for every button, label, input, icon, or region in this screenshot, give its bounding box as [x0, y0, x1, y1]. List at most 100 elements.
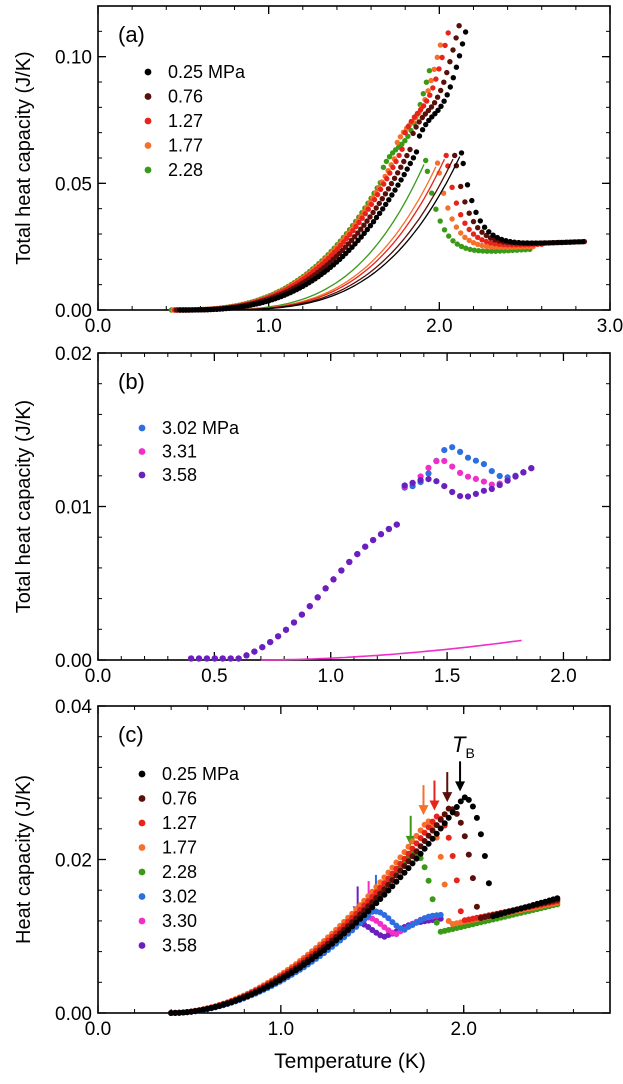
series-a-tail-point [475, 248, 482, 254]
series-a-tail-point [441, 227, 448, 233]
series-c-point [353, 919, 360, 926]
series-a-tail-point [466, 226, 472, 233]
legend-entry: 2.28 [168, 160, 203, 180]
series-c-point [409, 860, 416, 867]
series-b-point [314, 594, 321, 601]
series-b-point [362, 543, 369, 550]
x-tick-label: 2.0 [550, 666, 576, 687]
series-a-upper-point [395, 182, 401, 188]
series-a-tail-point [434, 160, 441, 166]
series-b-point [425, 470, 432, 477]
series-a-upper-point [435, 107, 441, 114]
panel-label: (c) [118, 722, 144, 747]
series-b-point [417, 477, 424, 484]
series-b-point [393, 521, 400, 528]
series-a-upper-point [433, 76, 439, 82]
legend-entry: 0.25 MPa [162, 764, 240, 784]
series-a-upper-point [428, 104, 435, 110]
series-a-tail-point [481, 224, 488, 230]
series-a-tail-point [479, 237, 485, 243]
series-a-tail-point [449, 184, 455, 190]
series-a-tail-point [470, 218, 477, 225]
series-c-point [381, 912, 388, 918]
series-b-point [449, 444, 456, 451]
series-c-point [441, 820, 448, 827]
series-a-tail-point [571, 239, 577, 245]
series-a-upper-point [425, 88, 431, 94]
series-a-upper-point [416, 133, 423, 139]
series-c-point [365, 908, 372, 915]
series-a-tail-point [475, 225, 481, 231]
series-b-point [433, 478, 440, 485]
series-a-tail-point [492, 240, 498, 247]
series-a-upper-point [431, 100, 438, 106]
series-a-tail-point [462, 234, 468, 240]
legend-entry: 3.02 MPa [162, 418, 240, 438]
tb-arrow-head [455, 781, 466, 792]
series-c-point [429, 818, 436, 825]
series-a-tail-point [479, 242, 485, 249]
series-a-upper-point [341, 239, 347, 245]
series-a-upper-point [389, 192, 395, 198]
series-a-upper-point [379, 196, 385, 202]
series-b-point [520, 469, 527, 476]
series-a-upper-point [399, 141, 405, 147]
legend-marker [144, 68, 152, 76]
series-a-tail-point [562, 239, 569, 245]
legend-entry: 0.76 [162, 789, 197, 809]
tb-arrow-head [442, 792, 453, 803]
series-b-point [298, 611, 305, 618]
series-a-upper-point [367, 214, 373, 220]
series-c-point [445, 814, 452, 821]
series-b-point [464, 473, 472, 480]
series-a-upper-point [401, 158, 407, 165]
series-a-upper-point [390, 164, 396, 171]
series-c-point [473, 903, 480, 910]
series-a-tail-point [528, 240, 535, 246]
series-a-upper-point [445, 30, 451, 36]
series-b-point [480, 461, 487, 468]
legend-entry: 3.58 [162, 465, 197, 485]
series-b-point [330, 576, 337, 583]
series-b-point [290, 619, 298, 626]
series-a-upper-point [459, 41, 466, 47]
series-a-tail-point [449, 216, 455, 222]
series-b-point [449, 488, 456, 496]
series-a-upper-point [371, 196, 378, 203]
series-c-point [405, 865, 412, 872]
series-c-point [441, 881, 448, 888]
series-c-point [453, 804, 460, 810]
series-b-point [488, 485, 495, 493]
series-a-tail-point [493, 248, 499, 254]
series-a-upper-point [376, 210, 383, 216]
series-a-upper-point [380, 164, 387, 170]
series-a-tail-point [423, 157, 429, 164]
legend-marker [144, 166, 152, 174]
series-b-point [488, 481, 495, 488]
series-b-point [188, 655, 195, 662]
series-b-point [211, 655, 218, 662]
series-a-upper-point [453, 64, 460, 70]
series-a-tail-point [454, 241, 460, 247]
series-b-point [457, 469, 464, 476]
y-tick-label: 0.05 [55, 174, 92, 195]
series-a-tail-point [554, 239, 560, 246]
series-a-upper-point [395, 170, 401, 176]
series-a-upper-point [442, 42, 448, 49]
legend-marker [138, 844, 146, 851]
series-a-upper-point [358, 226, 364, 232]
series-a-upper-point [438, 87, 444, 94]
series-c-point [461, 833, 468, 840]
series-a-upper-point [447, 59, 453, 65]
series-a-upper-point [441, 98, 447, 104]
series-a-upper-point [402, 130, 408, 136]
series-a-upper-point [420, 91, 426, 97]
series-a-tail-point [545, 240, 552, 246]
series-c-point [377, 896, 384, 902]
series-a-tail-point [483, 243, 489, 249]
y-tick-label: 0.10 [55, 48, 92, 69]
series-a-upper-point [427, 92, 433, 98]
series-b-point [425, 464, 432, 471]
series-a-upper-point [426, 68, 433, 74]
series-b-point [464, 454, 472, 461]
